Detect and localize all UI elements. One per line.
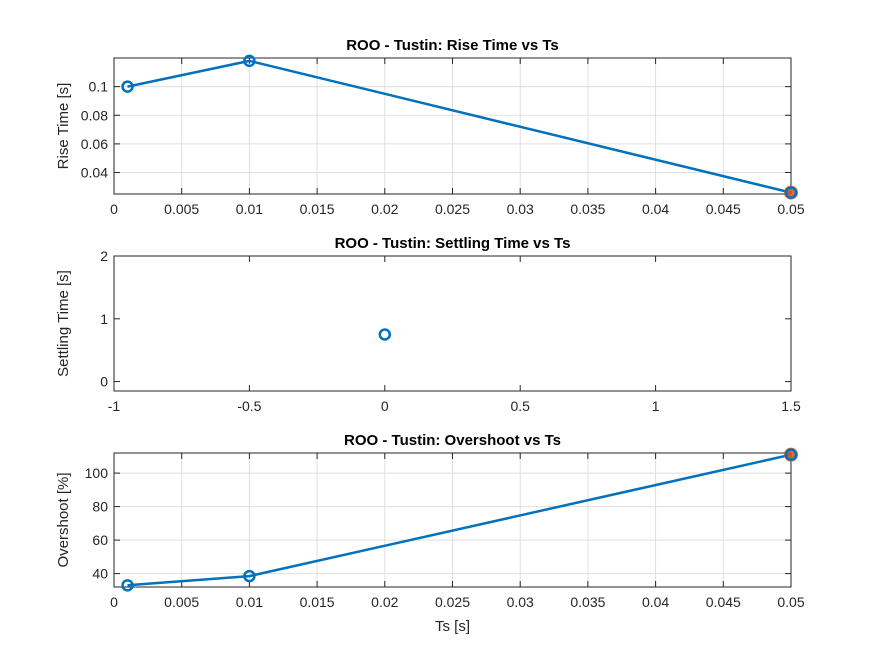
data-point: [121, 80, 134, 93]
x-tick-label: 0.04: [642, 594, 669, 610]
y-axis-label: Settling Time [s]: [55, 270, 72, 377]
x-tick-label: 0.04: [642, 201, 669, 217]
x-tick-label: 0.025: [435, 201, 470, 217]
x-tick-label: 0.03: [507, 201, 534, 217]
x-tick-label: 0.035: [570, 201, 605, 217]
series-line: [127, 59, 792, 194]
x-tick-label: 0.5: [510, 398, 530, 414]
data-point: [243, 54, 256, 68]
x-tick-label: 0.05: [777, 594, 804, 610]
x-tick-label: 0.015: [300, 594, 335, 610]
x-tick-label: 0: [110, 594, 118, 610]
chart-title: ROO - Tustin: Rise Time vs Ts: [346, 37, 559, 54]
x-tick-label: 0.035: [570, 594, 605, 610]
y-axis-label: Rise Time [s]: [55, 83, 72, 170]
x-tick-label: 0.01: [236, 594, 263, 610]
y-axis-label: Overshoot [%]: [55, 472, 72, 567]
y-tick-label: 2: [100, 248, 108, 264]
series-line: [127, 453, 792, 587]
subplot-2: -1 -0.5 0 0.5 1 1.5 0 1 2 ROO - Tustin: Settling …: [55, 235, 801, 414]
x-tick-label: 0.045: [706, 594, 741, 610]
x-tick-label: 0.025: [435, 594, 470, 610]
y-tick-label: 40: [92, 566, 108, 582]
x-tick-label: 0: [110, 201, 118, 217]
data-point: [121, 579, 134, 592]
y-tick-label: 0: [100, 374, 108, 390]
y-tick-label: 100: [85, 465, 109, 481]
plot-area: [114, 256, 791, 391]
x-axis-label: Ts [s]: [435, 618, 470, 635]
y-tick-label: 0.04: [81, 165, 108, 181]
x-tick-label: 0.045: [706, 201, 741, 217]
x-tick-label: 0.015: [300, 201, 335, 217]
subplot-3: 0 0.005 0.01 0.015 0.02 0.025 0.03 0.035 0.04 0.0…: [55, 432, 805, 635]
y-tick-label: 0.06: [81, 136, 108, 152]
x-tick-label: 1: [652, 398, 660, 414]
data-point: [784, 448, 798, 461]
data-point: [378, 328, 392, 341]
x-tick-label: 0.005: [164, 201, 199, 217]
y-tick-label: 60: [92, 532, 108, 548]
axes-box: [113, 255, 792, 392]
x-tick-label: -1: [108, 398, 121, 414]
subplot-1: 0 0.005 0.01 0.015 0.02 0.025 0.03 0.035 0.04 0.0…: [55, 37, 805, 217]
x-tick-label: 0.01: [236, 201, 263, 217]
y-tick-label: 0.1: [89, 79, 109, 95]
chart-title: ROO - Tustin: Settling Time vs Ts: [335, 235, 571, 252]
y-tick-label: 80: [92, 499, 108, 515]
x-tick-label: 0: [381, 398, 389, 414]
x-tick-label: -0.5: [237, 398, 261, 414]
data-point: [243, 569, 256, 583]
y-tick-label: 1: [100, 311, 108, 327]
chart-title: ROO - Tustin: Overshoot vs Ts: [344, 432, 561, 449]
x-tick-label: 1.5: [781, 398, 801, 414]
x-tick-label: 0.005: [164, 594, 199, 610]
x-tick-label: 0.02: [371, 201, 398, 217]
x-tick-label: 0.02: [371, 594, 398, 610]
data-point: [784, 186, 798, 199]
x-tick-label: 0.03: [507, 594, 534, 610]
y-tick-label: 0.08: [81, 107, 108, 123]
x-tick-label: 0.05: [777, 201, 804, 217]
